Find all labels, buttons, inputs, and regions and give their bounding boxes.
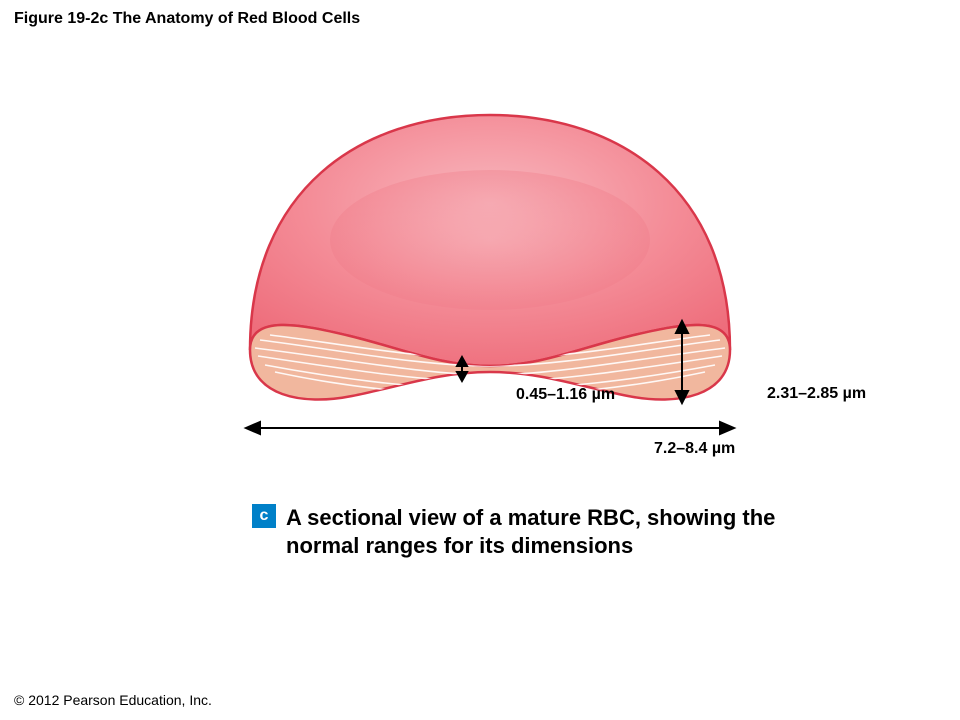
caption-text: A sectional view of a mature RBC, showin… xyxy=(286,504,812,559)
figure-title: Figure 19-2c The Anatomy of Red Blood Ce… xyxy=(14,10,360,28)
label-center-thickness: 0.45–1.16 µm xyxy=(516,386,615,404)
label-edge-thickness: 2.31–2.85 µm xyxy=(767,385,866,403)
diameter-arrow xyxy=(246,422,734,434)
caption-badge: c xyxy=(252,504,276,528)
rbc-dimple-highlight xyxy=(330,170,650,310)
caption-row: c A sectional view of a mature RBC, show… xyxy=(252,504,812,559)
copyright: © 2012 Pearson Education, Inc. xyxy=(14,692,212,708)
rbc-diagram: 0.45–1.16 µm 2.31–2.85 µm 7.2–8.4 µm xyxy=(230,100,750,460)
rbc-svg xyxy=(230,100,750,460)
label-diameter: 7.2–8.4 µm xyxy=(654,440,735,458)
